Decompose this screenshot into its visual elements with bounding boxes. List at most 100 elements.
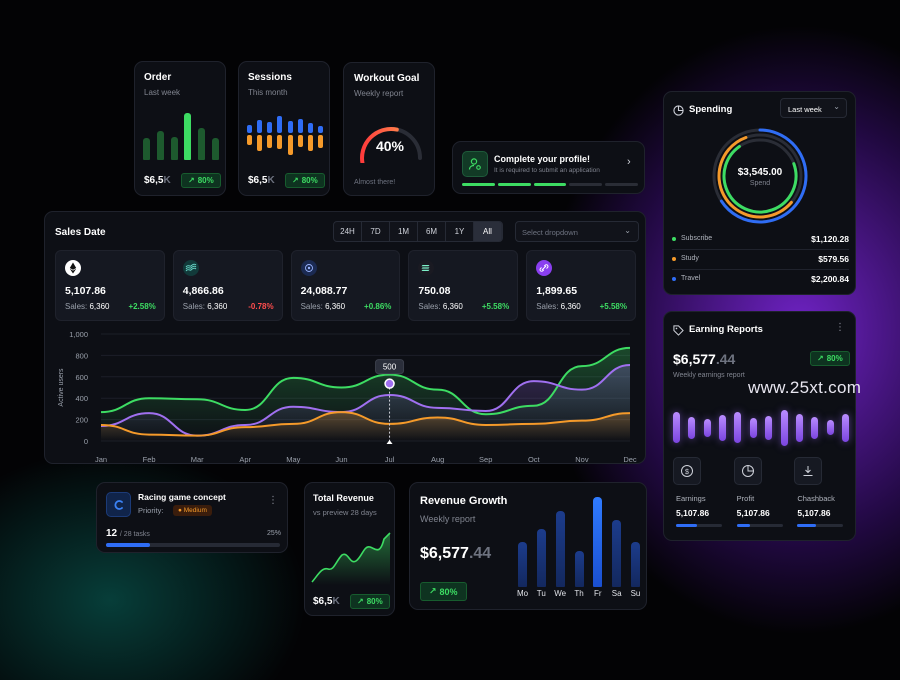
chevron-down-icon: ⌄ [624, 226, 631, 235]
earning-metric-fill [676, 524, 697, 527]
arrow-up-right-icon: ↗ [292, 176, 299, 185]
total-revenue-badge: ↗ 80% [350, 594, 390, 609]
series-area [101, 365, 630, 441]
spending-item-name: Subscribe [681, 235, 713, 242]
subscribe-ring [722, 138, 798, 214]
growth-day-label: Fr [594, 589, 602, 598]
sales-line-chart: 0 200 400 600 800 1,000 Active users Jan Feb Mar A… [58, 330, 637, 464]
earning-badge: ↗ 80% [810, 351, 850, 366]
sales-title: Sales Date [55, 227, 106, 238]
coin-card[interactable]: 5,107.86 Sales: 6,360 +2.58% [55, 250, 165, 321]
range-tab-24h[interactable]: 24H [334, 222, 362, 241]
order-value: $6,5K [144, 175, 171, 186]
dropdown-placeholder: Select dropdown [522, 228, 578, 237]
sessions-subtitle: This month [248, 88, 288, 97]
profile-step [605, 183, 638, 186]
more-vertical-icon[interactable]: ⋮ [835, 322, 845, 333]
complete-profile-card[interactable]: Complete your profile! It is required to… [452, 141, 645, 194]
workout-card: Workout Goal Weekly report 40% Almost th… [343, 62, 435, 196]
earning-metric-label: Earnings [676, 494, 706, 503]
coin-change: -0.78% [248, 302, 274, 311]
solana-icon [418, 260, 435, 276]
workout-title: Workout Goal [354, 73, 420, 84]
time-range-tabs: 24H 7D 1M 6M 1Y All [333, 221, 503, 242]
range-tab-1m[interactable]: 1M [390, 222, 418, 241]
sessions-bar-orange [247, 135, 252, 146]
coin-sales: Sales: 6,360 [65, 302, 110, 311]
spending-item-name: Study [681, 255, 699, 262]
total-revenue-title: Total Revenue [313, 493, 374, 503]
racing-priority-label: Priority: [138, 506, 164, 515]
spending-title: Spending [689, 104, 733, 115]
earning-bar-chart [673, 394, 849, 450]
select-dropdown[interactable]: Select dropdown ⌄ [515, 221, 639, 242]
range-tab-7d[interactable]: 7D [362, 222, 390, 241]
earning-metric-fill [797, 524, 816, 527]
racing-task-count: 12 / 28 tasks [106, 528, 150, 539]
profile-title: Complete your profile! [494, 154, 591, 164]
earning-bar [719, 414, 727, 442]
range-tab-all[interactable]: All [474, 222, 502, 241]
earning-metric: $ Earnings 5,107.86 [673, 457, 728, 533]
x-tick-label: Apr [239, 455, 251, 464]
coin-card[interactable]: 750.08 Sales: 6,360 +5.58% [408, 250, 519, 321]
workout-percent: 40% [375, 138, 405, 154]
order-bar [156, 131, 164, 160]
growth-bar [518, 542, 527, 587]
series-line [100, 411, 631, 437]
earning-metric: Chashback 5,107.86 [794, 457, 849, 533]
workout-footer: Almost there! [354, 179, 396, 186]
chevron-right-icon[interactable]: › [627, 156, 631, 168]
spending-period-dropdown[interactable]: Last week ⌄ [780, 98, 847, 118]
order-title: Order [144, 72, 172, 83]
pie-chart-icon [673, 103, 684, 121]
range-tab-6m[interactable]: 6M [418, 222, 446, 241]
coin-sales: Sales: 6,360 [418, 302, 463, 311]
coin-sales: Sales: 6,360 [182, 302, 228, 311]
sessions-bar-blue [307, 122, 313, 133]
coin-card[interactable]: 1,899.65 Sales: 6,360 +5.58% [526, 250, 636, 321]
spending-label: Spend [749, 180, 771, 187]
more-vertical-icon[interactable]: ⋮ [268, 495, 278, 506]
racing-game-card: Racing game concept Priority: ● Medium ⋮… [96, 482, 288, 553]
y-tick-label: 200 [75, 416, 88, 425]
earning-bar [703, 418, 711, 437]
sessions-bar-blue [297, 118, 303, 133]
sessions-bar-blue [267, 122, 273, 133]
revenue-growth-days: Mo Tu We Th Fr Sa Su [517, 589, 640, 601]
order-bar [212, 138, 219, 160]
spending-item: Study $579.56 [672, 250, 849, 270]
order-bar [184, 113, 192, 160]
racing-progress-fill [106, 543, 150, 547]
spending-item-value: $1,120.28 [811, 234, 849, 244]
tooltip-marker [386, 440, 393, 444]
earning-metric-value: 5,107.86 [676, 508, 710, 518]
x-tick-label: Feb [143, 455, 156, 464]
revenue-growth-subtitle: Weekly report [420, 514, 476, 524]
spending-period-label: Last week [788, 105, 822, 114]
ethereum-icon [65, 260, 81, 276]
y-tick-label: 400 [75, 394, 88, 403]
sessions-bar-blue [247, 124, 252, 133]
coin-card[interactable]: 24,088.77 Sales: 6,360 +0.86% [290, 250, 401, 321]
sessions-title: Sessions [248, 72, 292, 83]
series-area [101, 412, 630, 441]
earning-metric-value: 5,107.86 [736, 508, 770, 518]
coin-card[interactable]: 4,866.86 Sales: 6,360 -0.78% [172, 250, 283, 321]
order-bar [198, 127, 206, 160]
total-revenue-area-chart [311, 532, 391, 585]
y-axis-label: Active users [58, 368, 65, 407]
pie-icon [733, 457, 762, 485]
coin-value: 750.08 [418, 285, 451, 297]
growth-day-label: Th [574, 589, 584, 598]
coin-value: 4,866.86 [182, 285, 224, 297]
earning-bar [811, 416, 819, 439]
series-line [100, 346, 631, 416]
sessions-bar-orange [307, 135, 313, 152]
sessions-badge: ↗ 80% [285, 173, 325, 188]
spending-item-value: $579.56 [818, 254, 849, 264]
range-tab-1y[interactable]: 1Y [446, 222, 474, 241]
earning-metric-track [736, 524, 783, 527]
workout-progress-arc [360, 127, 399, 163]
earning-bar [795, 413, 803, 443]
